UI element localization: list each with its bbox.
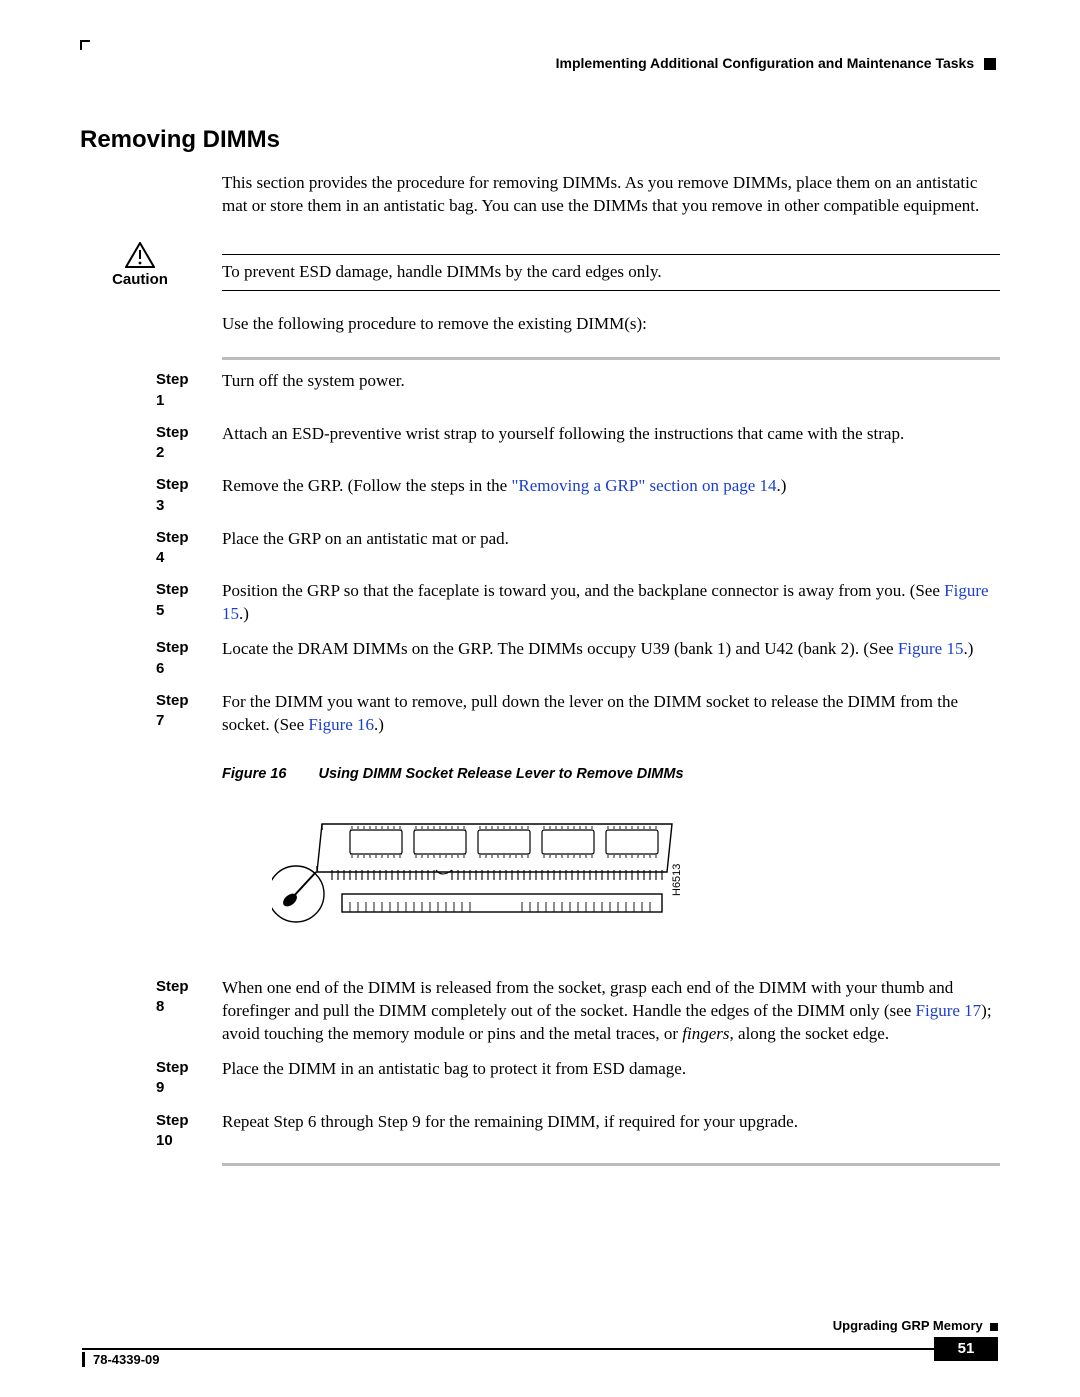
cross-ref-link[interactable]: "Removing a GRP" section on page 14 <box>511 476 776 495</box>
step-label: Step 5 <box>80 580 200 626</box>
figure-illustration: H6513 <box>272 802 1000 949</box>
figure-tag: H6513 <box>671 864 683 896</box>
step-label: Step 10 <box>80 1111 200 1152</box>
section-title: Removing DIMMs <box>80 124 1000 156</box>
lead-text: Use the following procedure to remove th… <box>222 313 1000 336</box>
step-label: Step 4 <box>80 528 200 569</box>
step-label: Step 1 <box>80 370 200 411</box>
step-body: Repeat Step 6 through Step 9 for the rem… <box>222 1111 1000 1152</box>
caution-icon: Caution <box>80 242 200 290</box>
page-number: 51 <box>934 1337 998 1361</box>
cross-ref-link[interactable]: Figure 15 <box>898 639 964 658</box>
figure-title: Using DIMM Socket Release Lever to Remov… <box>319 766 684 782</box>
step-body: When one end of the DIMM is released fro… <box>222 977 1000 1046</box>
figure-number: Figure 16 <box>222 766 286 782</box>
cross-ref-link[interactable]: Figure 16 <box>308 715 374 734</box>
step-label: Step 2 <box>80 423 200 464</box>
intro-paragraph: This section provides the procedure for … <box>222 172 1000 218</box>
step-body: Place the DIMM in an antistatic bag to p… <box>222 1058 1000 1099</box>
step-label: Step 9 <box>80 1058 200 1099</box>
header-crumb: Implementing Additional Configuration an… <box>556 54 996 73</box>
step-label: Step 7 <box>80 691 200 737</box>
step-body: Turn off the system power. <box>222 370 1000 411</box>
step-body: Position the GRP so that the faceplate i… <box>222 580 1000 626</box>
step-label: Step 3 <box>80 475 200 516</box>
step-body: Attach an ESD-preventive wrist strap to … <box>222 423 1000 464</box>
crop-mark <box>80 40 90 50</box>
figure-caption: Figure 16 Using DIMM Socket Release Leve… <box>222 765 1000 785</box>
step-body: Remove the GRP. (Follow the steps in the… <box>222 475 1000 516</box>
step-body: Locate the DRAM DIMMs on the GRP. The DI… <box>222 638 1000 679</box>
step-body: Place the GRP on an antistatic mat or pa… <box>222 528 1000 569</box>
footer-doc-number: 78-4339-09 <box>82 1351 160 1369</box>
header-crumb-text: Implementing Additional Configuration an… <box>556 55 974 71</box>
step-label: Step 6 <box>80 638 200 679</box>
step-body: For the DIMM you want to remove, pull do… <box>222 691 1000 737</box>
footer-square-icon <box>990 1323 998 1331</box>
caution-text: To prevent ESD damage, handle DIMMs by t… <box>222 255 1000 290</box>
step-label: Step 8 <box>80 977 200 1046</box>
caution-label: Caution <box>112 270 168 290</box>
footer-doc-title: Upgrading GRP Memory <box>82 1317 998 1335</box>
header-square-icon <box>984 58 996 70</box>
cross-ref-link[interactable]: Figure 17 <box>916 1001 982 1020</box>
